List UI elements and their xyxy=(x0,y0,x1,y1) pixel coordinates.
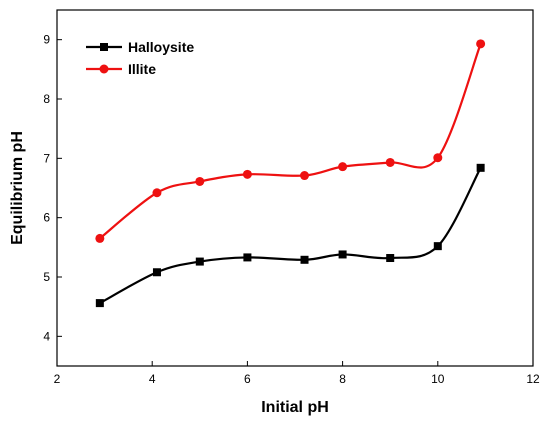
series-line-halloysite xyxy=(99,167,482,305)
legend-marker-illite xyxy=(99,64,109,74)
x-tick-label: 10 xyxy=(431,372,445,386)
data-point-halloysite xyxy=(476,163,485,172)
y-tick-label: 5 xyxy=(43,270,50,284)
data-point-halloysite xyxy=(152,268,161,277)
legend: Halloysite Illite xyxy=(86,39,194,77)
y-tick-label: 4 xyxy=(43,329,50,343)
x-axis-ticks: 2 4 6 8 10 12 xyxy=(54,361,540,386)
data-point-illite xyxy=(385,157,395,167)
data-point-illite xyxy=(338,162,348,172)
data-point-illite xyxy=(95,233,105,243)
data-point-halloysite xyxy=(195,257,204,266)
x-tick-label: 6 xyxy=(244,372,251,386)
data-point-illite xyxy=(152,188,162,198)
data-point-illite xyxy=(476,39,486,49)
x-axis-title: Initial pH xyxy=(261,399,329,416)
x-tick-label: 4 xyxy=(149,372,156,386)
data-point-halloysite xyxy=(433,242,442,251)
y-tick-label: 8 xyxy=(43,92,50,106)
legend-label-illite: Illite xyxy=(128,61,156,77)
data-point-halloysite xyxy=(386,254,395,263)
y-axis-title: Equilibrium pH xyxy=(9,131,26,245)
data-point-illite xyxy=(300,171,310,181)
y-tick-label: 7 xyxy=(43,151,50,165)
legend-label-halloysite: Halloysite xyxy=(128,39,194,55)
data-point-halloysite xyxy=(243,253,252,262)
series-line-illite xyxy=(99,43,482,240)
data-point-halloysite xyxy=(95,299,104,308)
y-axis-ticks: 4 5 6 7 8 9 xyxy=(43,33,62,343)
x-tick-label: 12 xyxy=(526,372,540,386)
y-tick-label: 9 xyxy=(43,33,50,47)
legend-marker-halloysite xyxy=(100,43,108,51)
data-point-halloysite xyxy=(300,255,309,264)
x-tick-label: 8 xyxy=(339,372,346,386)
series-layer xyxy=(95,39,486,308)
data-point-illite xyxy=(242,169,252,179)
plot-frame xyxy=(56,9,534,367)
x-tick-label: 2 xyxy=(54,372,61,386)
data-point-halloysite xyxy=(338,250,347,259)
y-tick-label: 6 xyxy=(43,211,50,225)
data-point-illite xyxy=(195,176,205,186)
data-point-illite xyxy=(433,153,443,163)
